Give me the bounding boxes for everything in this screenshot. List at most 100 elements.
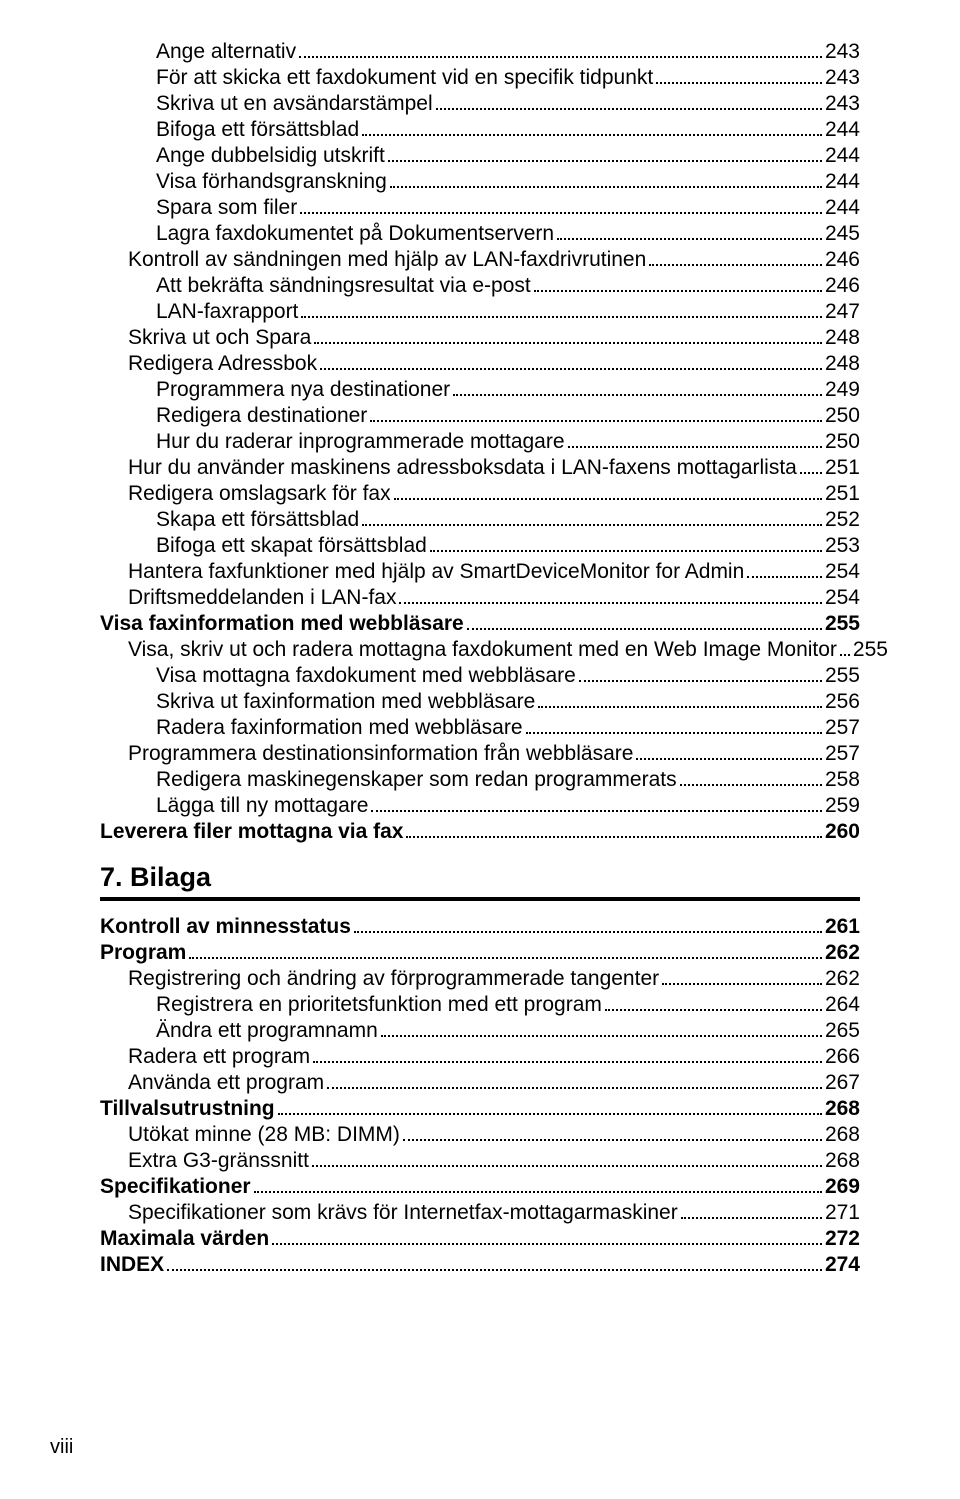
- toc-entry-page: 259: [825, 794, 860, 818]
- toc-entry: Lägga till ny mottagare 259: [156, 794, 860, 818]
- toc-entry-page: 268: [825, 1123, 860, 1147]
- toc-entry-page: 266: [825, 1045, 860, 1069]
- dot-leader: [399, 602, 821, 604]
- page-number: viii: [50, 1436, 73, 1459]
- toc-entry-page: 264: [825, 993, 860, 1017]
- toc-entry-page: 269: [825, 1175, 860, 1199]
- dot-leader: [467, 628, 822, 630]
- dot-leader: [320, 368, 822, 370]
- toc-entry-text: Spara som filer: [156, 196, 297, 220]
- toc-entry: Hur du raderar inprogrammerade mottagare…: [156, 430, 860, 454]
- toc-entry: Spara som filer 244: [156, 196, 860, 220]
- dot-leader: [568, 446, 822, 448]
- toc-entry: Ändra ett programnamn 265: [156, 1019, 860, 1043]
- toc-entry-text: Redigera maskinegenskaper som redan prog…: [156, 768, 677, 792]
- toc-entry: Lagra faxdokumentet på Dokumentservern24…: [156, 222, 860, 246]
- toc-entry: Redigera omslagsark för fax251: [128, 482, 860, 506]
- toc-entry-text: Lägga till ny mottagare: [156, 794, 368, 818]
- toc-entry-text: Programmera nya destinationer: [156, 378, 450, 402]
- toc-entry: Leverera filer mottagna via fax260: [100, 820, 860, 844]
- toc-entry: Extra G3-gränssnitt268: [128, 1149, 860, 1173]
- toc-entry-page: 243: [825, 40, 860, 64]
- dot-leader: [362, 524, 822, 526]
- dot-leader: [406, 836, 821, 838]
- toc-section-post-chapter: Kontroll av minnesstatus261Program262Reg…: [100, 915, 860, 1277]
- toc-entry-page: 251: [825, 456, 860, 480]
- toc-entry-page: 247: [825, 300, 860, 324]
- toc-entry-text: Hur du raderar inprogrammerade mottagare: [156, 430, 565, 454]
- toc-entry-text: Driftsmeddelanden i LAN-fax: [128, 586, 396, 610]
- dot-leader: [381, 1035, 822, 1037]
- toc-entry-page: 272: [825, 1227, 860, 1251]
- toc-entry-text: Radera ett program: [128, 1045, 310, 1069]
- toc-entry-text: Leverera filer mottagna via fax: [100, 820, 403, 844]
- dot-leader: [301, 316, 822, 318]
- dot-leader: [300, 212, 822, 214]
- toc-entry-text: Ange dubbelsidig utskrift: [156, 144, 385, 168]
- toc-entry-page: 262: [825, 941, 860, 965]
- toc-entry: Hantera faxfunktioner med hjälp av Smart…: [128, 560, 860, 584]
- toc-entry-page: 258: [825, 768, 860, 792]
- toc-entry-page: 262: [825, 967, 860, 991]
- toc-entry: Ange dubbelsidig utskrift244: [156, 144, 860, 168]
- toc-entry-page: 271: [825, 1201, 860, 1225]
- toc-entry-text: Kontroll av minnesstatus: [100, 915, 351, 939]
- toc-entry: Skriva ut en avsändarstämpel243: [156, 92, 860, 116]
- toc-entry: Maximala värden 272: [100, 1227, 860, 1251]
- toc-entry: Visa förhandsgranskning244: [156, 170, 860, 194]
- toc-entry-page: 244: [825, 170, 860, 194]
- toc-entry: Driftsmeddelanden i LAN-fax254: [128, 586, 860, 610]
- toc-entry-text: Ändra ett programnamn: [156, 1019, 378, 1043]
- toc-entry-page: 268: [825, 1097, 860, 1121]
- toc-entry-page: 255: [825, 664, 860, 688]
- dot-leader: [403, 1139, 822, 1141]
- dot-leader: [800, 472, 822, 474]
- toc-entry-text: Specifikationer: [100, 1175, 251, 1199]
- dot-leader: [649, 264, 822, 266]
- toc-entry-text: Maximala värden: [100, 1227, 269, 1251]
- toc-entry-text: Visa, skriv ut och radera mottagna faxdo…: [128, 638, 837, 662]
- toc-entry: Hur du använder maskinens adressboksdata…: [128, 456, 860, 480]
- toc-entry-text: Programmera destinationsinformation från…: [128, 742, 633, 766]
- toc-entry-page: 248: [825, 352, 860, 376]
- toc-entry-text: Utökat minne (28 MB: DIMM): [128, 1123, 400, 1147]
- toc-entry-text: Redigera destinationer: [156, 404, 367, 428]
- toc-entry: Ange alternativ243: [156, 40, 860, 64]
- toc-entry: Programmera destinationsinformation från…: [128, 742, 860, 766]
- dot-leader: [272, 1243, 822, 1245]
- toc-entry: Program262: [100, 941, 860, 965]
- toc-entry-page: 250: [825, 430, 860, 454]
- dot-leader: [254, 1191, 822, 1193]
- toc-entry-text: Specifikationer som krävs för Internetfa…: [128, 1201, 678, 1225]
- dot-leader: [579, 680, 822, 682]
- toc-entry: Kontroll av minnesstatus 261: [100, 915, 860, 939]
- toc-entry-text: Redigera Adressbok: [128, 352, 317, 376]
- dot-leader: [538, 706, 822, 708]
- toc-entry-page: 248: [825, 326, 860, 350]
- dot-leader: [394, 498, 822, 500]
- toc-entry-text: Tillvalsutrustning: [100, 1097, 275, 1121]
- toc-entry-text: Skriva ut och Spara: [128, 326, 311, 350]
- toc-entry-page: 243: [825, 92, 860, 116]
- dot-leader: [314, 342, 822, 344]
- dot-leader: [534, 290, 822, 292]
- toc-entry-page: 265: [825, 1019, 860, 1043]
- toc-entry: Skapa ett försättsblad252: [156, 508, 860, 532]
- toc-entry-text: INDEX: [100, 1253, 164, 1277]
- toc-entry-page: 246: [825, 248, 860, 272]
- toc-entry-page: 255: [825, 612, 860, 636]
- toc-entry-page: 261: [825, 915, 860, 939]
- toc-entry-text: Visa faxinformation med webbläsare: [100, 612, 464, 636]
- dot-leader: [167, 1269, 822, 1271]
- toc-entry: Använda ett program267: [128, 1071, 860, 1095]
- toc-entry: LAN-faxrapport247: [156, 300, 860, 324]
- toc-entry-text: Hantera faxfunktioner med hjälp av Smart…: [128, 560, 744, 584]
- toc-entry: Redigera Adressbok 248: [128, 352, 860, 376]
- toc-entry-page: 249: [825, 378, 860, 402]
- toc-entry-page: 256: [825, 690, 860, 714]
- toc-entry-page: 246: [825, 274, 860, 298]
- toc-entry-page: 244: [825, 196, 860, 220]
- dot-leader: [327, 1087, 822, 1089]
- dot-leader: [430, 550, 822, 552]
- dot-leader: [299, 56, 822, 58]
